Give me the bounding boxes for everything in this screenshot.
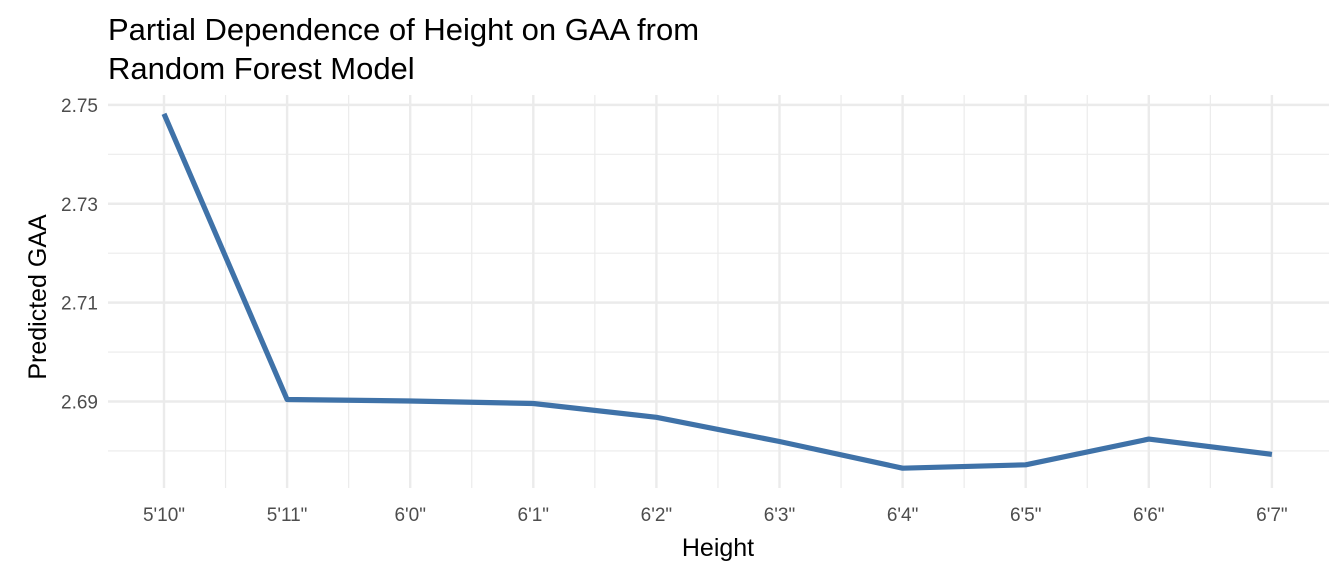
x-tick-label: 6'0" bbox=[394, 505, 426, 526]
y-tick-label: 2.75 bbox=[61, 96, 98, 117]
chart-title-line-1: Partial Dependence of Height on GAA from bbox=[108, 12, 699, 47]
x-tick-label: 6'3" bbox=[764, 505, 796, 526]
y-tick-label: 2.73 bbox=[61, 195, 98, 216]
y-tick-label: 2.69 bbox=[61, 392, 98, 413]
x-tick-label: 6'2" bbox=[641, 505, 673, 526]
x-tick-label: 5'11" bbox=[267, 505, 308, 526]
y-tick-label: 2.71 bbox=[61, 294, 98, 315]
y-axis-tick-labels: 2.69 2.71 2.73 2.75 bbox=[61, 96, 98, 414]
x-tick-label: 6'1" bbox=[518, 505, 550, 526]
x-tick-label: 6'5" bbox=[1010, 505, 1042, 526]
series-layer bbox=[161, 112, 1273, 471]
x-tick-label: 5'10" bbox=[143, 505, 185, 526]
x-tick-label: 6'4" bbox=[887, 505, 919, 526]
x-tick-label: 6'7" bbox=[1256, 505, 1288, 526]
chart-title-line-2: Random Forest Model bbox=[108, 51, 415, 86]
x-axis-tick-labels: 5'10" 5'11" 6'0" 6'1" 6'2" 6'3" 6'4" 6'5" 6'6" 6'… bbox=[143, 505, 1288, 526]
x-axis-title: Height bbox=[682, 534, 754, 562]
series-line bbox=[161, 112, 1273, 471]
minor-gridlines bbox=[108, 95, 1329, 488]
y-axis-title: Predicted GAA bbox=[24, 214, 52, 380]
x-tick-label: 6'6" bbox=[1133, 505, 1165, 526]
